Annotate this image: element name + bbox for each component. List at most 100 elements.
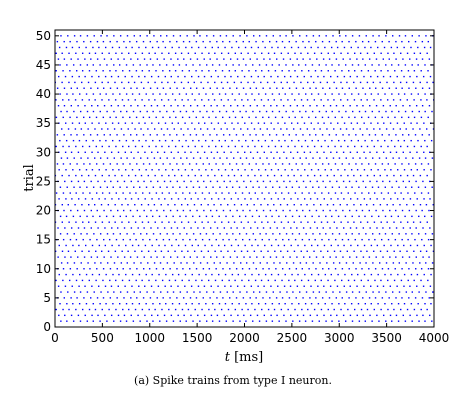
x-tick-label: 1000 [134,331,165,345]
spike-point [350,46,352,49]
spike-point [198,215,201,218]
spike-point [207,250,210,252]
spike-point [362,87,364,89]
spike-point [257,75,259,78]
spike-point [295,297,297,299]
spike-point [267,174,269,177]
spike-point [94,262,96,264]
spike-point [356,105,358,107]
spike-point [376,227,378,229]
spike-point [150,105,153,107]
spike-point [142,163,145,165]
spike-point [93,35,95,37]
spike-point [148,52,150,54]
spike-point [172,64,175,66]
spike-point [75,52,77,54]
spike-point [421,40,424,43]
spike-point [133,186,135,188]
spike-point [374,268,377,270]
spike-point [211,169,213,171]
spike-point [295,134,297,136]
spike-point [102,40,105,43]
spike-point [273,81,276,84]
spike-point [248,279,250,282]
spike-point [250,46,253,49]
spike-point [156,256,158,258]
spike-point [353,81,355,84]
spike-point [149,58,152,60]
spike-point [410,169,413,171]
spike-point [387,163,390,165]
spike-point [223,227,226,229]
spike-point [396,75,398,78]
spike-point [424,303,426,305]
spike-point [79,320,82,322]
spike-point [69,268,72,270]
spike-point [176,163,178,165]
spike-point [245,320,247,322]
spike-point [171,139,174,142]
spike-point [246,204,249,206]
spike-point [76,70,78,72]
spike-point [317,169,320,171]
spike-point [326,128,328,130]
spike-point [224,285,226,287]
spike-point [206,128,209,130]
spike-point [211,320,214,322]
spike-point [302,314,305,317]
spike-point [429,314,431,317]
spike-point [59,186,62,188]
spike-point [415,256,417,258]
spike-point [152,139,154,142]
spike-point [427,268,430,270]
spike-point [351,35,354,37]
spike-point [357,273,359,276]
spike-point [356,169,359,171]
spike-point [331,215,333,218]
spike-point [207,279,210,282]
spike-point [141,250,143,252]
spike-point [89,238,91,241]
spike-point [413,116,416,119]
spike-point [281,116,284,119]
spike-point [61,174,63,177]
spike-point [332,204,335,206]
spike-point [138,46,140,49]
spike-point [163,134,165,136]
spike-point [395,180,398,183]
spike-point [252,110,254,113]
spike-point [379,262,381,264]
spike-point [119,215,121,218]
spike-point [245,186,247,188]
spike-point [64,75,67,78]
spike-point [411,186,413,188]
spike-point [369,151,371,153]
spike-point [429,180,431,183]
spike-point [303,122,306,124]
spike-point [318,291,321,293]
spike-point [58,169,60,171]
spike-point [262,116,264,119]
spike-point [317,93,320,95]
spike-point [353,221,355,223]
spike-point [291,139,293,142]
spike-point [181,308,184,311]
spike-point [346,81,348,84]
spike-point [58,75,60,78]
spike-point [118,169,120,171]
spike-point [161,52,163,54]
spike-point [426,145,428,148]
spike-point [342,180,345,183]
spike-point [365,262,367,264]
spike-point [90,209,92,212]
spike-point [209,297,211,299]
spike-point [146,233,148,235]
spike-point [248,192,251,194]
spike-point [320,308,323,311]
spike-point [173,128,175,130]
spike-point [65,46,68,49]
spike-point [346,250,348,252]
spike-point [162,87,165,89]
spike-point [296,180,298,183]
spike-point [148,192,151,194]
